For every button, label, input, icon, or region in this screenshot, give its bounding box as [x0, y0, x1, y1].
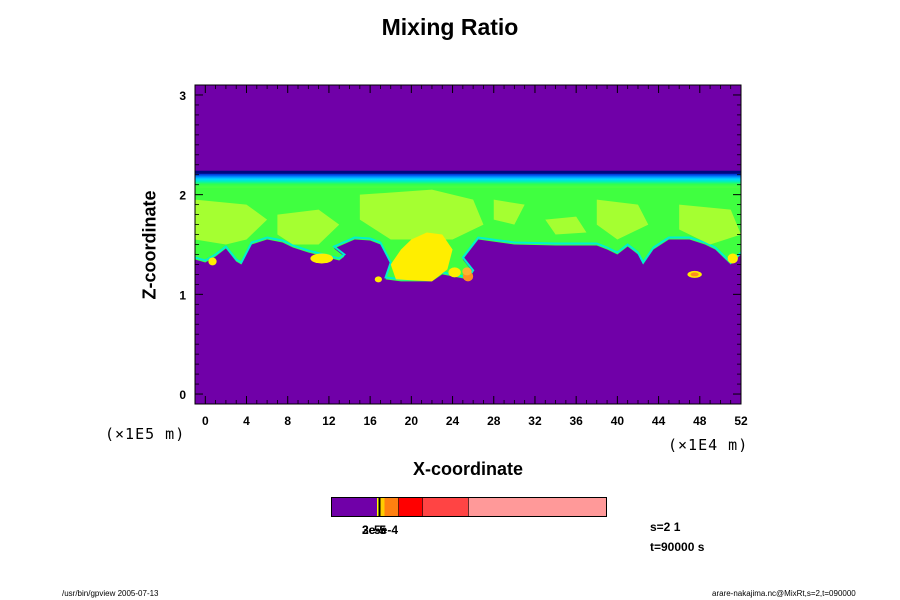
y-tick-label: 1	[179, 288, 186, 302]
cloud-top-band	[195, 171, 741, 188]
x-tick-label: 0	[202, 414, 209, 428]
x-axis-label: X-coordinate	[412, 459, 523, 479]
x-tick-label: 48	[693, 414, 707, 428]
x-tick-label: 12	[322, 414, 336, 428]
colorbar-frame	[331, 497, 607, 517]
y-tick-label: 0	[179, 388, 186, 402]
colorbar-label: 2e-5	[362, 523, 387, 537]
cloud-patch-yellowgreen	[545, 216, 587, 235]
cell-fragment	[374, 276, 382, 283]
cloud-patch-yellowgreen	[277, 209, 340, 245]
y-axis-unit: (×1E5 m)	[105, 425, 186, 443]
x-tick-label: 36	[569, 414, 583, 428]
x-tick-label: 8	[284, 414, 291, 428]
footer-right: arare-nakajima.nc@MixRt,s=2,t=090000	[712, 589, 856, 598]
x-axis-unit: (×1E4 m)	[668, 436, 749, 454]
cloud-patch-yellowgreen	[679, 204, 741, 245]
x-tick-label: 44	[652, 414, 666, 428]
cell-fragment-orange	[462, 267, 472, 276]
footer-left: /usr/bin/gpview 2005-07-13	[62, 589, 159, 598]
x-tick-label: 32	[528, 414, 542, 428]
colorbar-segment-orange	[384, 497, 399, 517]
colorbar-segment-yellow	[377, 497, 379, 517]
cloud-patch-yellowgreen	[195, 199, 268, 245]
colorbar-label: 5e-4	[374, 523, 399, 537]
info-s-label: s=2 1	[650, 520, 681, 534]
y-tick-label: 3	[179, 89, 186, 103]
colorbar-label: 3e-5	[362, 523, 387, 537]
x-tick-label: 24	[446, 414, 460, 428]
x-tick-label: 20	[405, 414, 419, 428]
x-tick-label: 4	[243, 414, 250, 428]
colorbar-segment-lightred	[422, 497, 469, 517]
cloud-patch-yellowgreen	[493, 199, 525, 225]
y-axis-label: Z-coordinate	[139, 190, 160, 300]
edge-cell-core	[727, 253, 738, 264]
cloud-top-edge	[195, 170, 741, 174]
edge-cell-core	[208, 257, 217, 266]
field-layer	[195, 85, 741, 404]
colorbar-segment-purple	[331, 497, 377, 517]
cloud-patch-yellowgreen	[596, 199, 649, 240]
y-tick-label: 2	[179, 189, 186, 203]
colorbar-segment-gold	[380, 497, 385, 517]
info-t-label: t=90000 s	[650, 540, 705, 554]
colorbar-segment-pink	[468, 497, 607, 517]
left-cell-core	[310, 253, 334, 264]
x-tick-label: 40	[611, 414, 625, 428]
cloud-patch-yellowgreen	[359, 189, 484, 240]
x-tick-label: 28	[487, 414, 501, 428]
cell-fragment	[448, 267, 461, 278]
chart-title: Mixing Ratio	[381, 14, 519, 40]
right-blob-core	[690, 272, 699, 277]
colorbar-segment-red	[398, 497, 423, 517]
central-cell-core	[390, 232, 453, 282]
colorbar	[331, 497, 607, 517]
x-tick-label: 52	[734, 414, 748, 428]
x-tick-label: 16	[363, 414, 377, 428]
colorbar-divider	[378, 497, 381, 517]
